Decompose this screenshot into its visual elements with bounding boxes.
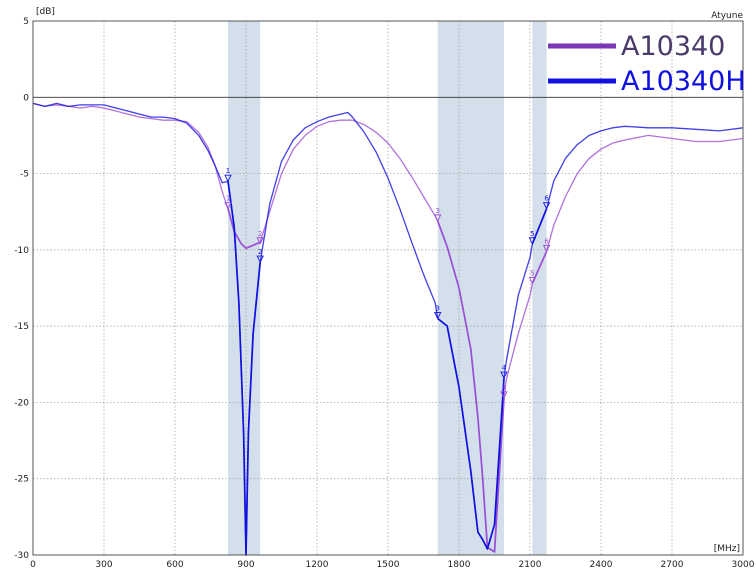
marker-triangle <box>224 174 232 183</box>
marker-triangle <box>542 202 551 210</box>
marker-label: 5 <box>530 269 534 277</box>
x-tick-label: 900 <box>237 560 254 570</box>
x-tick-label: 1800 <box>448 560 471 570</box>
series-band-segment <box>436 220 505 553</box>
y-tick-label: -20 <box>14 398 29 408</box>
y-tick-label: -15 <box>14 322 29 332</box>
marker-triangle <box>500 371 508 380</box>
marker-triangle <box>256 255 264 264</box>
legend: A10340 A10340H <box>548 31 746 97</box>
marker-triangle <box>528 237 537 245</box>
series-layer <box>32 102 744 556</box>
marker-label: 4 <box>502 364 507 372</box>
marker-triangle <box>256 237 264 245</box>
y-tick-label: -25 <box>14 475 29 485</box>
plot-frame <box>32 20 744 556</box>
x-tick-label: 2100 <box>519 560 542 570</box>
x-tick-label: 3000 <box>732 560 755 570</box>
marker-label: 6 <box>544 195 549 203</box>
marker-label: 1 <box>226 167 230 175</box>
marker-triangle <box>542 244 551 253</box>
series-line-a10340h <box>32 102 744 556</box>
x-tick-label: 600 <box>166 560 183 570</box>
marker-label: 2 <box>258 230 262 238</box>
y-tick-label: -30 <box>14 551 29 561</box>
marker-layer: 1 2 3 4 5 6 1 2 3 4 5 6 <box>224 167 551 399</box>
marker-label: 6 <box>544 237 549 245</box>
x-tick-label: 1500 <box>377 560 400 570</box>
y-tick-label: 5 <box>23 17 29 27</box>
shaded-bands <box>228 21 547 555</box>
marker-label: 3 <box>435 207 439 215</box>
x-tick-label: 1200 <box>306 560 329 570</box>
marker-label: 1 <box>226 195 230 203</box>
y-axis-unit: [dB] <box>36 7 55 17</box>
marker-label: 5 <box>530 230 534 238</box>
x-tick-label: 300 <box>95 560 112 570</box>
x-axis-unit: [MHz] <box>714 544 740 554</box>
legend-label: A10340H <box>621 66 746 97</box>
series-band-segment <box>437 317 505 550</box>
series-line-a10340 <box>32 102 744 553</box>
legend-label: A10340 <box>621 31 725 62</box>
series-band-segment <box>227 208 261 250</box>
y-tick-label: -5 <box>20 170 29 180</box>
marker-triangle <box>224 202 232 210</box>
marker-triangle <box>433 312 442 320</box>
corner-label: Atyune <box>711 11 743 21</box>
y-tick-label: -10 <box>14 246 29 256</box>
x-tick-label: 2400 <box>590 560 613 570</box>
x-tick-label: 2700 <box>661 560 684 570</box>
marker-label: 2 <box>258 248 262 256</box>
marker-label: 4 <box>502 384 507 392</box>
marker-triangle <box>528 276 537 285</box>
marker-triangle <box>433 214 442 222</box>
series-band-segment <box>227 181 262 556</box>
shaded-band <box>532 21 547 555</box>
x-tick-label: 0 <box>30 560 36 570</box>
x-axis-ticks: 0 300 600 900 1200 1500 1800 2100 2400 2700 3000 <box>30 560 755 570</box>
marker-triangle <box>500 391 508 399</box>
marker-label: 3 <box>435 305 439 313</box>
y-axis-ticks: 5 0 -5 -10 -15 -20 -25 -30 <box>14 17 29 561</box>
grid-lines <box>33 21 743 555</box>
y-tick-label: 0 <box>23 93 29 103</box>
